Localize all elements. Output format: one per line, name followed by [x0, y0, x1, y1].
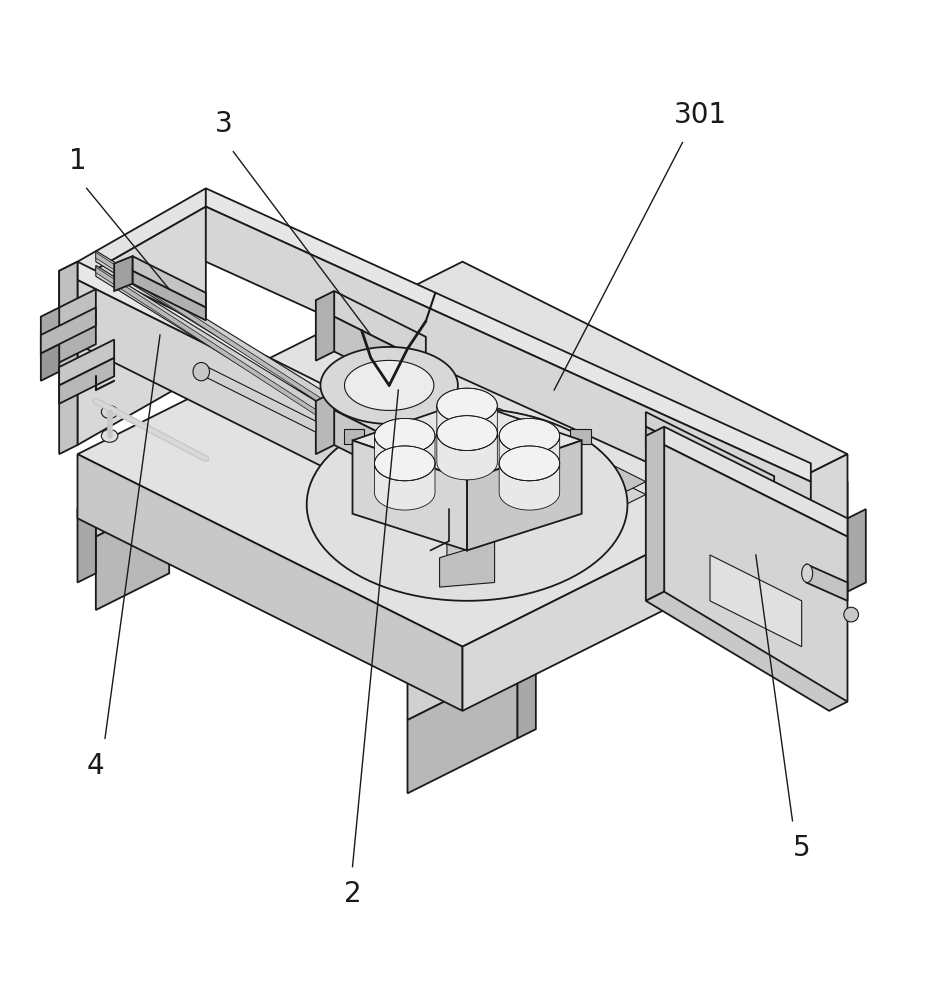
Polygon shape: [375, 436, 435, 483]
Polygon shape: [315, 291, 334, 361]
Polygon shape: [343, 429, 364, 444]
Polygon shape: [96, 251, 408, 454]
Polygon shape: [41, 344, 59, 381]
Polygon shape: [334, 410, 462, 509]
Polygon shape: [206, 366, 315, 432]
Polygon shape: [467, 440, 582, 550]
Polygon shape: [206, 188, 811, 482]
Polygon shape: [646, 412, 774, 491]
Polygon shape: [96, 500, 169, 610]
Polygon shape: [132, 256, 206, 308]
Polygon shape: [78, 207, 206, 445]
Polygon shape: [437, 416, 498, 450]
Polygon shape: [315, 392, 334, 454]
Polygon shape: [481, 408, 646, 491]
Polygon shape: [646, 427, 774, 513]
Polygon shape: [500, 463, 560, 510]
Polygon shape: [352, 401, 582, 480]
Polygon shape: [646, 592, 847, 711]
Ellipse shape: [802, 564, 813, 582]
Polygon shape: [78, 262, 462, 473]
Polygon shape: [481, 421, 646, 504]
Polygon shape: [41, 308, 96, 353]
Polygon shape: [59, 340, 114, 385]
Polygon shape: [437, 406, 498, 452]
Ellipse shape: [102, 429, 117, 442]
Ellipse shape: [102, 406, 117, 418]
Polygon shape: [96, 463, 169, 537]
Ellipse shape: [193, 362, 209, 381]
Text: 301: 301: [674, 101, 727, 129]
Text: 5: 5: [793, 834, 810, 862]
Polygon shape: [78, 280, 462, 537]
Polygon shape: [517, 656, 536, 738]
Polygon shape: [78, 454, 462, 711]
Polygon shape: [41, 308, 59, 353]
Polygon shape: [334, 392, 462, 474]
Polygon shape: [664, 445, 847, 702]
Polygon shape: [352, 440, 467, 550]
Polygon shape: [375, 463, 435, 510]
Text: 2: 2: [344, 880, 362, 908]
Polygon shape: [710, 555, 802, 647]
Polygon shape: [437, 433, 498, 480]
Polygon shape: [408, 665, 517, 793]
Polygon shape: [78, 262, 847, 647]
Polygon shape: [96, 265, 408, 469]
Polygon shape: [59, 358, 114, 404]
Polygon shape: [462, 454, 847, 711]
Polygon shape: [334, 291, 426, 362]
Polygon shape: [439, 541, 495, 587]
Polygon shape: [646, 427, 664, 601]
Polygon shape: [437, 388, 498, 423]
Polygon shape: [375, 418, 435, 453]
Polygon shape: [307, 408, 627, 601]
Polygon shape: [500, 436, 560, 483]
Polygon shape: [59, 262, 78, 454]
Polygon shape: [59, 317, 96, 362]
Polygon shape: [737, 518, 847, 647]
Polygon shape: [132, 271, 206, 320]
Polygon shape: [500, 418, 560, 453]
Polygon shape: [375, 446, 435, 481]
Polygon shape: [59, 289, 96, 335]
Polygon shape: [59, 262, 78, 353]
Polygon shape: [807, 564, 847, 601]
Polygon shape: [78, 188, 206, 280]
Polygon shape: [408, 628, 517, 720]
Text: 1: 1: [68, 147, 86, 175]
Polygon shape: [457, 401, 477, 416]
Polygon shape: [96, 267, 408, 474]
Polygon shape: [500, 446, 560, 481]
Polygon shape: [96, 252, 408, 460]
Ellipse shape: [844, 607, 858, 622]
Text: 4: 4: [87, 752, 105, 780]
Polygon shape: [344, 360, 434, 410]
Polygon shape: [206, 207, 811, 537]
Polygon shape: [571, 429, 590, 444]
Polygon shape: [847, 509, 866, 592]
Polygon shape: [447, 527, 487, 560]
Polygon shape: [334, 317, 426, 397]
Polygon shape: [737, 482, 847, 573]
Polygon shape: [320, 347, 458, 424]
Polygon shape: [664, 427, 847, 537]
Polygon shape: [309, 408, 625, 506]
Polygon shape: [114, 256, 132, 291]
Polygon shape: [78, 500, 96, 582]
Text: 3: 3: [216, 110, 233, 138]
